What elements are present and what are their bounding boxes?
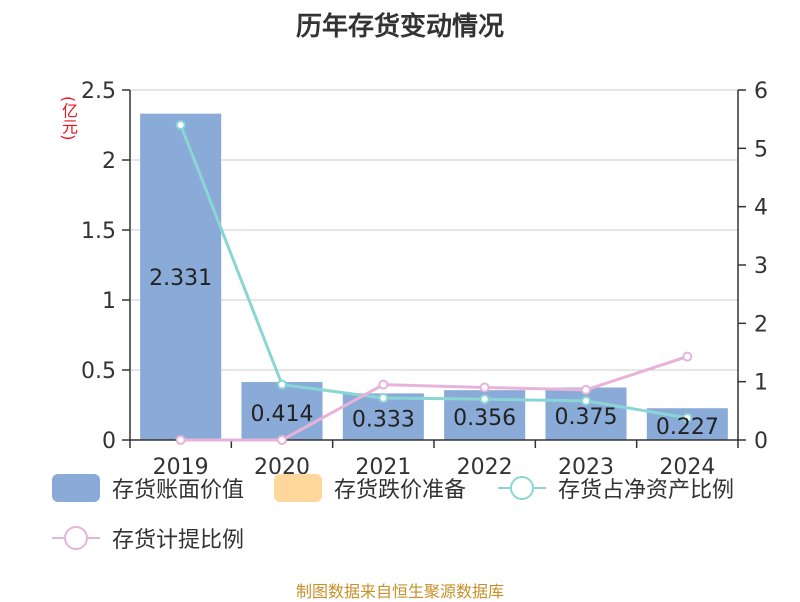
point-provision-ratio-2023	[581, 384, 591, 395]
bar-2020	[241, 382, 323, 440]
bar-data-label: 0.356	[453, 406, 516, 431]
left-axis-tick-label: 1	[102, 289, 116, 314]
point-net-asset-ratio-2023	[581, 395, 591, 406]
right-axis-tick-label: 2	[754, 312, 768, 337]
right-axis-tick-label: 5	[754, 137, 768, 162]
point-provision-ratio-2019	[175, 435, 186, 445]
data-source-footer: 制图数据来自恒生聚源数据库	[295, 582, 504, 601]
bar-2019	[140, 113, 222, 440]
x-axis-tick-label: 2024	[659, 455, 715, 480]
legend-swatch-book-value	[52, 474, 100, 502]
point-provision-ratio-2022	[479, 382, 490, 393]
point-net-asset-ratio-2020	[277, 379, 287, 390]
bar-data-label: 0.333	[352, 408, 415, 433]
x-axis-tick-label: 2023	[558, 455, 614, 480]
legend-label-book-value: 存货账面价值	[112, 478, 245, 503]
line-series-net-asset-ratio	[179, 124, 688, 420]
line-series-provision-ratio	[180, 355, 688, 442]
bar-data-label: 0.227	[656, 415, 719, 440]
x-axis-tick-label: 2019	[153, 455, 209, 480]
bar-data-label: 0.414	[251, 402, 314, 427]
x-axis-tick-label: 2021	[355, 455, 411, 480]
point-net-asset-ratio-2024	[682, 412, 693, 423]
left-axis-tick-label: 2.5	[81, 79, 116, 104]
legend-item-net-asset-ratio[interactable]: 存货占净资产比例	[498, 472, 734, 504]
point-provision-ratio-2020	[277, 435, 287, 445]
chart-title: 历年存货变动情况	[295, 12, 504, 42]
legend-label-impairment: 存货跌价准备	[334, 478, 467, 503]
right-axis-tick-label: 4	[754, 196, 768, 221]
right-axis-tick-label: 6	[754, 79, 768, 104]
legend-swatch-net-asset-ratio	[498, 474, 546, 502]
left-axis-tick-label: 1.5	[81, 219, 116, 244]
point-provision-ratio-2021	[378, 379, 389, 390]
legend-label-provision-ratio: 存货计提比例	[112, 528, 245, 553]
right-axis-tick-label: 0	[754, 429, 768, 454]
x-axis-tick-label: 2022	[457, 455, 513, 480]
bar-data-label: 2.331	[149, 266, 212, 291]
left-axis-unit-label: (亿元)	[59, 96, 78, 141]
point-net-asset-ratio-2022	[479, 394, 490, 405]
legend-item-provision-ratio[interactable]: 存货计提比例	[52, 522, 244, 554]
point-net-asset-ratio-2021	[378, 393, 389, 403]
legend-label-net-asset-ratio: 存货占净资产比例	[558, 478, 735, 503]
point-provision-ratio-2024	[682, 351, 693, 362]
legend-item-impairment[interactable]: 存货跌价准备	[274, 472, 466, 504]
right-axis-tick-label: 1	[754, 371, 768, 396]
legend-swatch-impairment	[274, 474, 322, 502]
legend-item-book-value[interactable]: 存货账面价值	[52, 472, 244, 504]
left-axis-tick-label: 0.5	[81, 359, 116, 384]
right-axis-tick-label: 3	[754, 254, 768, 279]
bar-data-label: 0.375	[555, 405, 618, 430]
left-axis-tick-label: 0	[102, 429, 116, 454]
legend-swatch-provision-ratio	[52, 524, 100, 552]
point-net-asset-ratio-2019	[175, 120, 186, 130]
left-axis-tick-label: 2	[102, 149, 116, 174]
